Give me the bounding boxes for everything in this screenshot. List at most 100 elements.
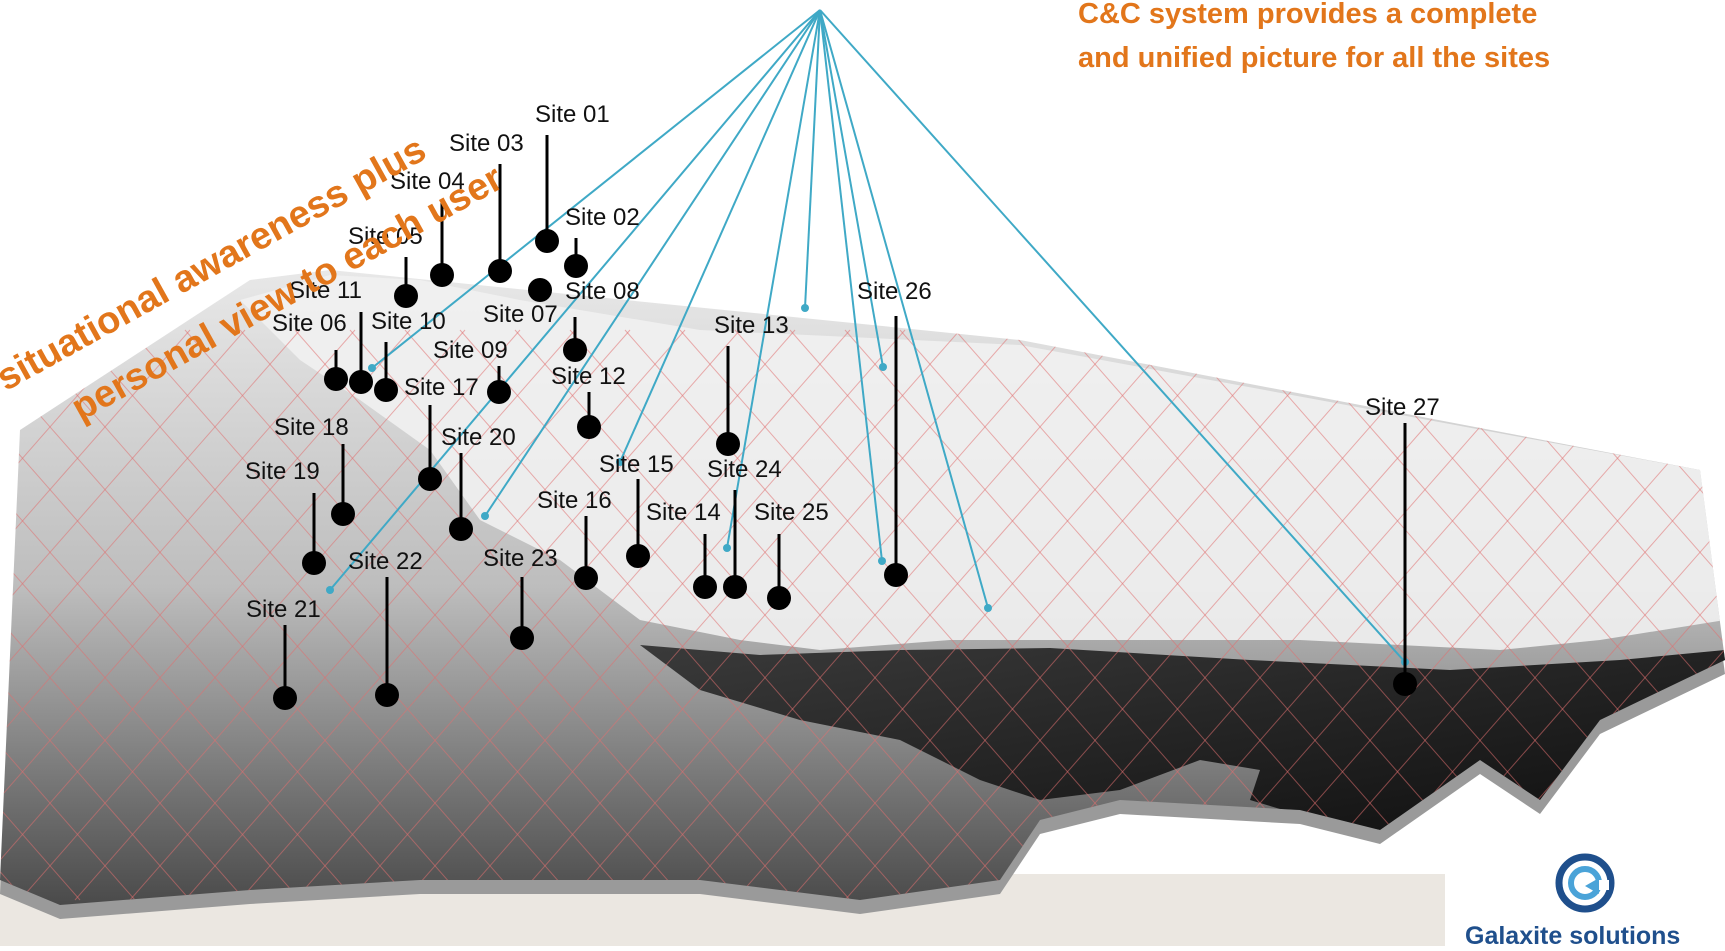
grid-line [0, 329, 136, 901]
site-label: Site 16 [537, 487, 612, 514]
site-dot[interactable] [563, 338, 587, 362]
grid-line [294, 329, 796, 901]
site-dot[interactable] [577, 415, 601, 439]
connector-line [371, 9, 821, 369]
site-label: Site 13 [714, 312, 789, 339]
site-dot[interactable] [716, 432, 740, 456]
grid-line [679, 329, 1181, 901]
connector-lines [326, 9, 1409, 666]
site-label: Site 09 [433, 337, 508, 364]
site-marker-23[interactable]: Site 23 [483, 545, 558, 650]
site-dot[interactable] [574, 566, 598, 590]
site-marker-04[interactable]: Site 04 [390, 168, 465, 287]
site-marker-14[interactable]: Site 14 [646, 499, 721, 599]
site-dot[interactable] [302, 551, 326, 575]
site-dot[interactable] [564, 254, 588, 278]
site-marker-20[interactable]: Site 20 [441, 424, 516, 541]
grid-line [0, 329, 191, 901]
site-dot[interactable] [884, 563, 908, 587]
site-dot[interactable] [528, 278, 552, 302]
site-marker-24[interactable]: Site 24 [707, 456, 782, 599]
site-marker-21[interactable]: Site 21 [246, 596, 321, 710]
site-dot[interactable] [375, 683, 399, 707]
site-marker-05[interactable]: Site 05 [348, 223, 423, 308]
site-label: Site 15 [599, 451, 674, 478]
site-marker-10[interactable]: Site 10 [371, 308, 446, 402]
site-marker-01[interactable]: Site 01 [535, 101, 610, 253]
site-marker-11[interactable]: Site 11 [289, 277, 373, 394]
grid-line [0, 329, 356, 901]
site-marker-19[interactable]: Site 19 [245, 458, 326, 575]
site-dot[interactable] [767, 586, 791, 610]
site-marker-02[interactable]: Site 02 [564, 204, 640, 278]
site-label: Site 22 [348, 548, 423, 575]
terrain [0, 270, 1725, 919]
site-marker-08[interactable]: Site 08 [563, 278, 640, 362]
site-marker-25[interactable]: Site 25 [754, 499, 829, 610]
grid-line [0, 329, 301, 901]
headline-line-2: and unified picture for all the sites [1078, 42, 1551, 74]
site-label: Site 21 [246, 596, 321, 623]
connector-line [804, 9, 821, 309]
site-label: Site 26 [857, 278, 932, 305]
connector-end-dot [368, 364, 376, 372]
connector-end-dot [616, 458, 624, 466]
connector-end-dot [879, 363, 887, 371]
site-dot[interactable] [273, 686, 297, 710]
site-marker-07[interactable]: Site 07 [483, 278, 558, 328]
grid-line [0, 329, 411, 901]
grid-line [734, 329, 1236, 901]
grid-line [844, 329, 1346, 901]
site-dot[interactable] [723, 575, 747, 599]
site-dot[interactable] [510, 626, 534, 650]
site-label: Site 27 [1365, 394, 1440, 421]
site-marker-16[interactable]: Site 16 [537, 487, 612, 590]
site-dot[interactable] [374, 378, 398, 402]
site-dot[interactable] [418, 467, 442, 491]
grid-line [514, 329, 1016, 901]
site-dot[interactable] [349, 370, 373, 394]
connector-end-dot [801, 304, 809, 312]
site-marker-17[interactable]: Site 17 [404, 374, 479, 491]
connector-line [484, 9, 821, 517]
site-dot[interactable] [449, 517, 473, 541]
grid-line [349, 329, 851, 901]
site-marker-03[interactable]: Site 03 [449, 130, 524, 283]
site-dot[interactable] [488, 259, 512, 283]
site-dot[interactable] [535, 229, 559, 253]
connector-end-dot [481, 512, 489, 520]
site-label: Site 18 [274, 414, 349, 441]
site-label: Site 19 [245, 458, 320, 485]
site-marker-06[interactable]: Site 06 [272, 310, 348, 391]
site-label: Site 01 [535, 101, 610, 128]
grid-line [0, 329, 246, 901]
company-logo: Galaxite solutions [1455, 850, 1725, 950]
site-dot[interactable] [487, 380, 511, 404]
site-label: Site 10 [371, 308, 446, 335]
grid-line [954, 329, 1456, 901]
site-dot[interactable] [394, 284, 418, 308]
site-marker-18[interactable]: Site 18 [274, 414, 355, 526]
grid-line [239, 329, 741, 901]
grid-line [624, 329, 1126, 901]
site-dot[interactable] [626, 544, 650, 568]
site-dot[interactable] [331, 502, 355, 526]
site-dot[interactable] [324, 367, 348, 391]
site-dot[interactable] [430, 263, 454, 287]
site-marker-26[interactable]: Site 26 [857, 278, 932, 587]
site-marker-13[interactable]: Site 13 [714, 312, 789, 456]
site-markers: Site 01 Site 02 Site 03 Site 04 Site 05 Site … [245, 101, 1440, 710]
connector-line [819, 9, 989, 609]
connector-end-dot [878, 557, 886, 565]
site-marker-15[interactable]: Site 15 [599, 451, 674, 568]
grid-line [899, 329, 1401, 901]
site-marker-27[interactable]: Site 27 [1365, 394, 1440, 696]
grid-line [569, 329, 1071, 901]
site-marker-09[interactable]: Site 09 [433, 337, 511, 404]
site-dot[interactable] [693, 575, 717, 599]
site-marker-12[interactable]: Site 12 [551, 363, 626, 439]
grid-line [1009, 329, 1511, 901]
site-label: Site 17 [404, 374, 479, 401]
site-marker-22[interactable]: Site 22 [348, 548, 423, 707]
site-dot[interactable] [1393, 672, 1417, 696]
